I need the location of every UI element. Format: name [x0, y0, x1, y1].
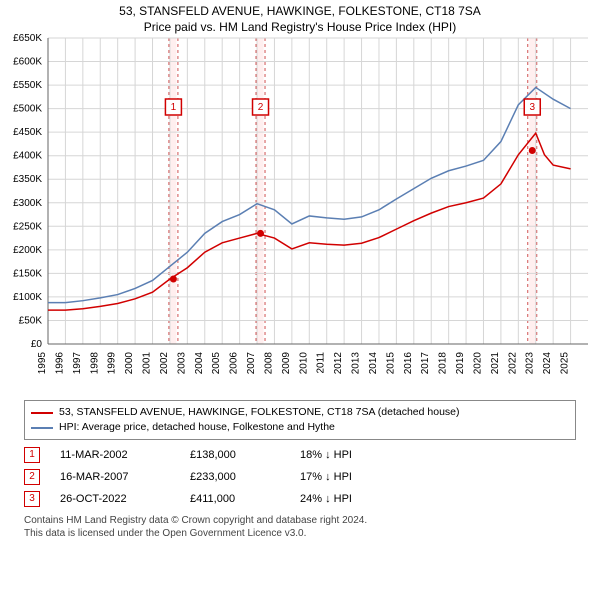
title-block: 53, STANSFELD AVENUE, HAWKINGE, FOLKESTO… [0, 0, 600, 34]
sale-dot [170, 276, 177, 283]
legend-label: 53, STANSFELD AVENUE, HAWKINGE, FOLKESTO… [59, 405, 460, 420]
y-tick-label: £500K [13, 104, 42, 115]
sales-list: 1 11-MAR-2002 £138,000 18% ↓ HPI 2 16-MAR-200… [24, 444, 576, 510]
x-tick-label: 2013 [351, 352, 362, 375]
sale-price: £233,000 [190, 466, 280, 488]
sale-diff: 17% ↓ HPI [300, 466, 352, 488]
legend-item: HPI: Average price, detached house, Folk… [31, 420, 569, 435]
x-tick-label: 2014 [368, 352, 379, 375]
line-chart: £0 £50K £100K £150K £200K £250K £300K £350K £400… [0, 34, 600, 394]
title-address: 53, STANSFELD AVENUE, HAWKINGE, FOLKESTO… [0, 4, 600, 18]
sale-dot [257, 230, 264, 237]
x-tick-label: 2012 [333, 352, 344, 375]
sale-price: £411,000 [190, 488, 280, 510]
x-tick-label: 2020 [472, 352, 483, 375]
y-tick-label: £250K [13, 221, 42, 232]
sale-marker-band [170, 38, 176, 344]
x-tick-label: 1997 [72, 352, 83, 375]
x-tick-label: 2003 [176, 352, 187, 375]
sale-row: 1 11-MAR-2002 £138,000 18% ↓ HPI [24, 444, 576, 466]
y-tick-label: £200K [13, 245, 42, 256]
sale-marker-num: 3 [529, 102, 535, 113]
y-tick-label: £100K [13, 292, 42, 303]
footer-line-1: Contains HM Land Registry data © Crown c… [24, 514, 576, 527]
legend-swatch [31, 412, 53, 414]
sale-date: 11-MAR-2002 [60, 444, 170, 466]
x-tick-label: 1998 [89, 352, 100, 375]
x-tick-label: 2018 [438, 352, 449, 375]
sale-row: 3 26-OCT-2022 £411,000 24% ↓ HPI [24, 488, 576, 510]
y-tick-label: £300K [13, 198, 42, 209]
x-tick-label: 2019 [455, 352, 466, 375]
x-tick-label: 1995 [37, 352, 48, 375]
x-tick-label: 2016 [403, 352, 414, 375]
x-tick-label: 1996 [54, 352, 65, 375]
y-tick-label: £650K [13, 34, 42, 44]
y-tick-label: £50K [19, 315, 43, 326]
legend: 53, STANSFELD AVENUE, HAWKINGE, FOLKESTO… [24, 400, 576, 440]
y-tick-label: £400K [13, 151, 42, 162]
y-tick-label: £0 [31, 339, 43, 350]
x-tick-label: 2005 [211, 352, 222, 375]
sale-date: 26-OCT-2022 [60, 488, 170, 510]
x-tick-label: 2006 [229, 352, 240, 375]
sale-row-marker: 2 [24, 469, 40, 485]
x-tick-label: 2000 [124, 352, 135, 375]
y-tick-label: £450K [13, 127, 42, 138]
chart-area: £0 £50K £100K £150K £200K £250K £300K £350K £400… [0, 34, 600, 394]
x-tick-label: 1999 [107, 352, 118, 375]
x-tick-label: 2023 [525, 352, 536, 375]
legend-label: HPI: Average price, detached house, Folk… [59, 420, 335, 435]
legend-swatch [31, 427, 53, 429]
x-tick-label: 2011 [316, 352, 327, 374]
sale-diff: 24% ↓ HPI [300, 488, 352, 510]
sale-row: 2 16-MAR-2007 £233,000 17% ↓ HPI [24, 466, 576, 488]
sale-marker-num: 1 [171, 102, 177, 113]
x-tick-label: 2025 [560, 352, 571, 375]
x-tick-label: 2022 [507, 352, 518, 375]
x-tick-label: 2024 [542, 352, 553, 375]
footer-line-2: This data is licensed under the Open Gov… [24, 527, 576, 540]
legend-item: 53, STANSFELD AVENUE, HAWKINGE, FOLKESTO… [31, 405, 569, 420]
x-tick-label: 2021 [490, 352, 501, 375]
x-tick-label: 2017 [420, 352, 431, 375]
sale-date: 16-MAR-2007 [60, 466, 170, 488]
x-tick-label: 2002 [159, 352, 170, 375]
y-tick-label: £600K [13, 57, 42, 68]
sale-row-marker: 3 [24, 491, 40, 507]
sale-marker-band [258, 38, 264, 344]
x-tick-label: 2004 [194, 352, 205, 375]
x-tick-label: 2001 [142, 352, 153, 375]
y-tick-label: £350K [13, 174, 42, 185]
y-tick-label: £150K [13, 268, 42, 279]
attribution-footer: Contains HM Land Registry data © Crown c… [24, 514, 576, 540]
sale-row-marker: 1 [24, 447, 40, 463]
x-tick-label: 2015 [385, 352, 396, 375]
x-tick-label: 2007 [246, 352, 257, 375]
sale-diff: 18% ↓ HPI [300, 444, 352, 466]
x-tick-label: 2009 [281, 352, 292, 375]
chart-container: 53, STANSFELD AVENUE, HAWKINGE, FOLKESTO… [0, 0, 600, 540]
sale-price: £138,000 [190, 444, 280, 466]
y-tick-label: £550K [13, 80, 42, 91]
title-subtitle: Price paid vs. HM Land Registry's House … [0, 20, 600, 34]
sale-dot [529, 147, 536, 154]
x-tick-label: 2008 [263, 352, 274, 375]
sale-marker-num: 2 [258, 102, 264, 113]
x-tick-label: 2010 [298, 352, 309, 375]
sale-marker-band [529, 38, 535, 344]
